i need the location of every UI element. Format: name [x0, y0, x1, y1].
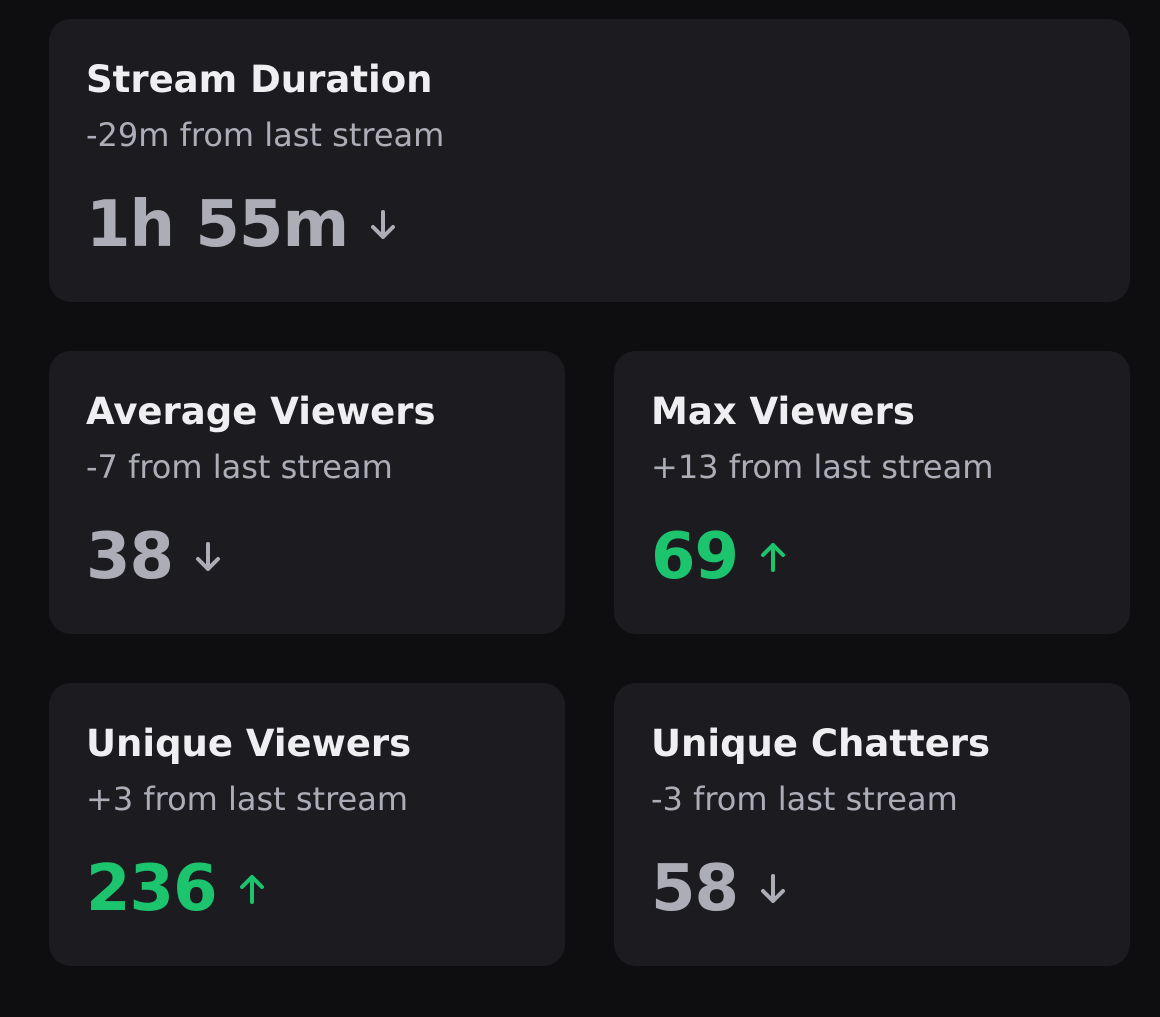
card-change: -7 from last stream	[86, 448, 393, 486]
card-value: 38	[86, 520, 174, 594]
arrow-path	[239, 875, 264, 904]
stat-card: Average Viewers -7 from last stream 38	[49, 351, 565, 634]
stat-card: Max Viewers +13 from last stream 69	[614, 351, 1130, 634]
trend-arrow	[371, 210, 396, 239]
value-row: 1h 55m	[86, 185, 396, 265]
card-change: +3 from last stream	[86, 780, 409, 818]
arrow-path	[371, 210, 396, 239]
trend-arrow	[239, 875, 264, 904]
arrow-path	[761, 543, 786, 572]
trend-arrow	[196, 542, 221, 571]
card-title: Average Viewers	[86, 390, 436, 433]
card-change: -29m from last stream	[86, 116, 445, 154]
card-value: 1h 55m	[86, 188, 349, 262]
value-row: 69	[651, 517, 786, 597]
card-title: Unique Viewers	[86, 722, 412, 765]
trend-arrow	[761, 543, 786, 572]
card-value: 236	[86, 852, 218, 926]
stat-card: Unique Viewers +3 from last stream 236	[49, 683, 565, 966]
stat-card: Unique Chatters -3 from last stream 58	[614, 683, 1130, 966]
value-row: 236	[86, 849, 265, 929]
arrow-path	[196, 542, 221, 571]
card-title: Unique Chatters	[651, 722, 991, 765]
trend-arrow	[761, 874, 786, 903]
stat-card: Stream Duration -29m from last stream 1h 5…	[49, 19, 1130, 302]
card-change: -3 from last stream	[651, 780, 958, 818]
card-change: +13 from last stream	[651, 448, 994, 486]
card-value: 69	[651, 520, 739, 594]
value-row: 58	[651, 849, 786, 929]
arrow-path	[761, 874, 786, 903]
value-row: 38	[86, 517, 221, 597]
card-title: Stream Duration	[86, 58, 433, 101]
card-title: Max Viewers	[651, 390, 915, 433]
card-value: 58	[651, 852, 739, 926]
